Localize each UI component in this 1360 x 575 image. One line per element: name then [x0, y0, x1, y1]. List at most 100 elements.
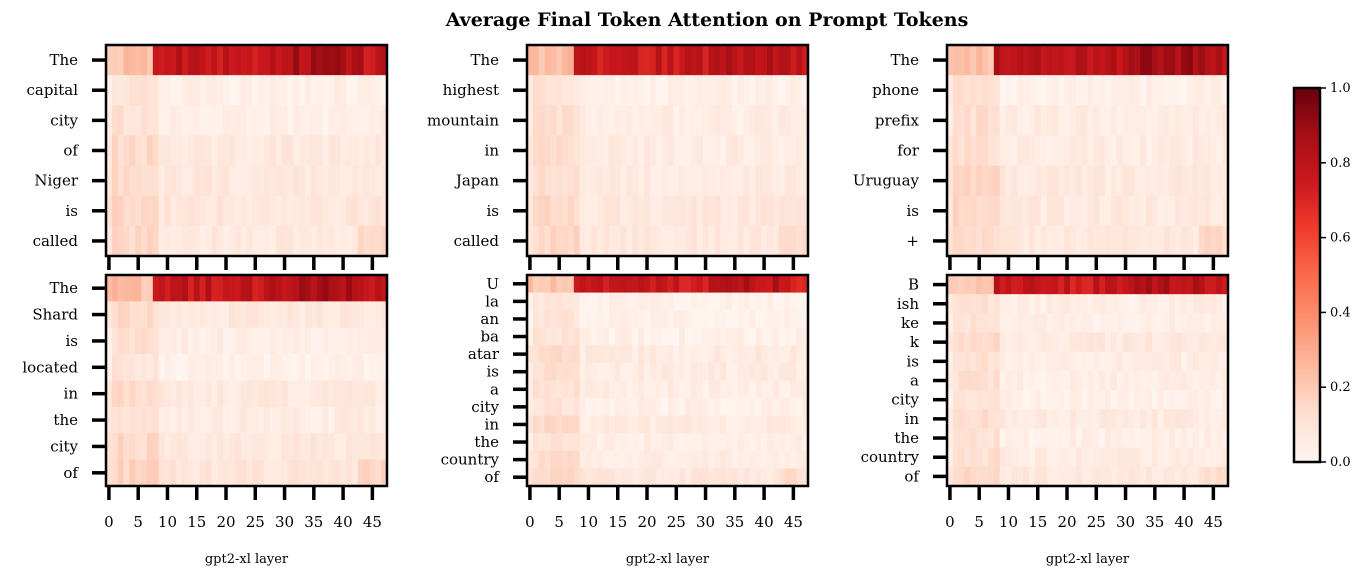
heatmap-cell	[123, 75, 131, 106]
heatmap-cell	[1187, 351, 1194, 372]
heatmap-cell	[644, 135, 651, 167]
heatmap-cell	[264, 45, 271, 76]
heatmap-cell	[632, 415, 639, 434]
heatmap-cell	[269, 275, 277, 302]
heatmap-cell	[567, 327, 575, 346]
heatmap-cell	[1081, 294, 1089, 314]
heatmap-cell	[964, 225, 972, 257]
heatmap-cell	[556, 135, 563, 167]
heatmap-cell	[987, 390, 995, 410]
heatmap-cell	[562, 195, 569, 227]
heatmap-cell	[731, 468, 739, 487]
heatmap-cell	[310, 105, 318, 137]
heatmap-cell	[982, 275, 989, 295]
heatmap-cell	[334, 301, 341, 329]
heatmap-cell	[772, 275, 780, 294]
heatmap-cell	[135, 301, 142, 329]
heatmap-cell	[1116, 428, 1124, 449]
heatmap-cell	[1187, 390, 1194, 410]
heatmap-cell	[690, 362, 698, 382]
heatmap-cell	[1005, 313, 1012, 334]
heatmap-cell	[778, 105, 786, 137]
heatmap-cell	[649, 195, 657, 227]
heatmap-cell	[176, 165, 183, 197]
heatmap-cell	[246, 75, 253, 106]
heatmap-cell	[1052, 370, 1059, 391]
heatmap-cell	[1093, 135, 1100, 167]
heatmap-cell	[749, 450, 756, 470]
heatmap-cell	[269, 75, 277, 106]
heatmap-cell	[1052, 447, 1059, 468]
heatmap-cell	[538, 105, 546, 137]
heatmap-cell	[164, 275, 171, 302]
heatmap-cell	[1034, 313, 1042, 334]
heatmap-cell	[1099, 370, 1106, 391]
heatmap-cell	[597, 327, 604, 346]
heatmap-cell	[334, 105, 341, 137]
heatmap-cell	[1034, 135, 1042, 167]
heatmap-cell	[381, 433, 388, 461]
heatmap-cell	[187, 275, 195, 302]
heatmap-cell	[316, 165, 324, 197]
heatmap-cell	[685, 327, 692, 346]
heatmap-cell	[1175, 165, 1182, 197]
heatmap-cell	[532, 327, 540, 346]
heatmap-cell	[129, 433, 136, 461]
heatmap-cell	[1222, 165, 1229, 197]
heatmap-cell	[1175, 466, 1182, 487]
heatmap-cell	[544, 327, 552, 346]
heatmap-cell	[1028, 225, 1036, 257]
heatmap-cell	[614, 345, 622, 364]
heatmap-cell	[217, 327, 224, 355]
heatmap-cell	[228, 380, 236, 408]
heatmap-cell	[281, 135, 289, 167]
heatmap-cell	[1093, 409, 1100, 430]
heatmap-cell	[737, 415, 745, 434]
heatmap-cell	[987, 275, 995, 295]
heatmap-cell	[597, 398, 604, 417]
heatmap-cell	[146, 354, 154, 382]
panel-frame	[945, 273, 1230, 488]
heatmap-cell	[123, 135, 131, 167]
heatmap-cell	[1046, 294, 1053, 314]
heatmap-cell	[993, 105, 1001, 137]
heatmap-cell	[585, 468, 592, 487]
heatmap-cell	[1005, 105, 1012, 137]
heatmap-cell	[796, 135, 803, 167]
heatmap-cell	[708, 165, 715, 197]
heatmap-cell	[328, 301, 335, 329]
heatmap-cell	[269, 354, 277, 382]
heatmap-cell	[749, 415, 756, 434]
heatmap-cell	[322, 195, 330, 227]
heatmap-cell	[767, 105, 774, 137]
heatmap-cell	[550, 380, 557, 399]
heatmap-cell	[644, 398, 651, 417]
heatmap-cell	[603, 433, 610, 452]
heatmap-cell	[328, 275, 335, 302]
heatmap-cell	[252, 275, 259, 302]
heatmap-cell	[726, 345, 733, 364]
heatmap-cell	[562, 415, 569, 434]
heatmap-cell	[182, 380, 189, 408]
heatmap-cell	[1105, 447, 1112, 468]
heatmap-cell	[638, 225, 645, 257]
heatmap-cell	[375, 459, 382, 487]
heatmap-cell	[620, 195, 628, 227]
heatmap-cell	[129, 75, 136, 106]
heatmap-cell	[767, 195, 774, 227]
heatmap-cell	[667, 310, 674, 329]
heatmap-cell	[1023, 313, 1030, 334]
heatmap-cell	[667, 345, 674, 364]
heatmap-cell	[667, 468, 674, 487]
heatmap-cell	[567, 450, 575, 470]
heatmap-cell	[1128, 466, 1135, 487]
heatmap-cell	[644, 310, 651, 329]
heatmap-cell	[644, 75, 651, 106]
heatmap-cell	[375, 195, 382, 227]
heatmap-cell	[217, 195, 224, 227]
heatmap-cell	[685, 75, 692, 106]
heatmap-cell	[527, 45, 534, 76]
heatmap-cell	[1187, 45, 1194, 76]
heatmap-cell	[749, 45, 756, 76]
heatmap-cell	[357, 433, 365, 461]
